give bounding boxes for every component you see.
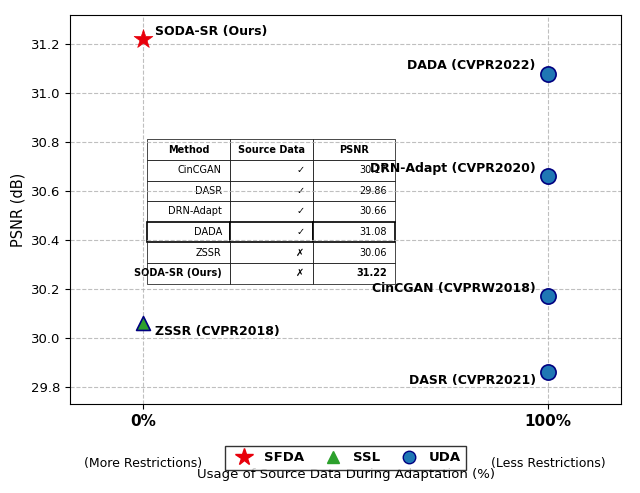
Point (138, 35, 148, 43)
Point (138, 319, 148, 327)
Text: DADA (CVPR2022): DADA (CVPR2022) (408, 59, 536, 72)
Legend: SFDA, SSL, UDA: SFDA, SSL, UDA (225, 446, 466, 470)
Text: SODA-SR (Ours): SODA-SR (Ours) (156, 25, 268, 38)
Y-axis label: PSNR (dB): PSNR (dB) (10, 173, 26, 246)
Text: (More Restrictions): (More Restrictions) (84, 457, 202, 470)
Text: DASR (CVPR2021): DASR (CVPR2021) (409, 374, 536, 387)
Text: (Less Restrictions): (Less Restrictions) (491, 457, 605, 470)
Text: CinCGAN (CVPRW2018): CinCGAN (CVPRW2018) (372, 282, 536, 295)
Point (543, 368, 553, 376)
Point (543, 292, 553, 300)
Text: DRN-Adapt (CVPR2020): DRN-Adapt (CVPR2020) (370, 162, 536, 175)
Point (543, 173, 553, 180)
X-axis label: Usage of Source Data During Adaptation (%): Usage of Source Data During Adaptation (… (196, 468, 495, 481)
Point (543, 70, 553, 77)
Text: ZSSR (CVPR2018): ZSSR (CVPR2018) (156, 325, 280, 338)
